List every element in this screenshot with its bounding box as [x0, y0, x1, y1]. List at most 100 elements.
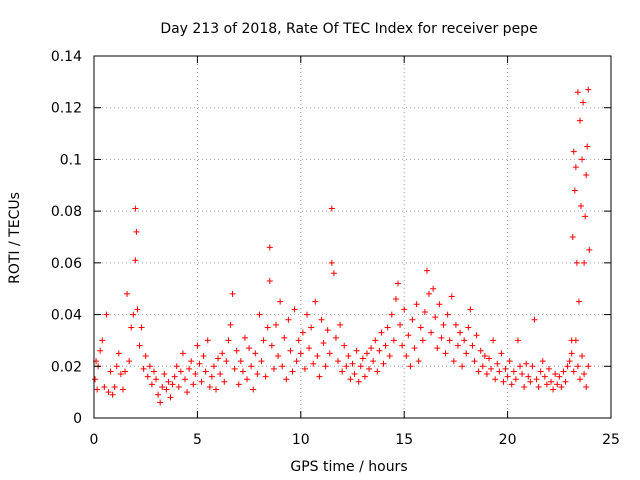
data-point [165, 378, 172, 385]
data-point [270, 365, 277, 372]
data-point [264, 324, 271, 331]
data-point [583, 383, 590, 390]
y-tick-label: 0.06 [51, 256, 82, 272]
data-point [101, 383, 108, 390]
data-point [575, 298, 582, 305]
data-point [126, 358, 133, 365]
data-point [479, 363, 486, 370]
data-point [281, 334, 288, 341]
data-point [569, 234, 576, 240]
data-point [514, 337, 521, 344]
data-point [210, 363, 217, 370]
x-tick-label: 0 [90, 432, 99, 448]
data-point [297, 350, 304, 357]
data-point [535, 383, 542, 390]
data-point [287, 347, 294, 354]
data-point [390, 337, 397, 344]
data-point [312, 298, 319, 305]
data-point [326, 350, 333, 357]
data-point [256, 311, 263, 318]
data-point [353, 347, 360, 354]
data-point [155, 391, 162, 398]
data-point [566, 358, 573, 365]
data-point [392, 296, 399, 303]
data-point [345, 352, 352, 359]
data-point [291, 306, 298, 313]
data-point [448, 293, 455, 300]
data-point [130, 311, 137, 318]
data-point [316, 373, 323, 380]
data-point [586, 246, 593, 253]
data-point [508, 381, 515, 388]
data-point [423, 267, 430, 274]
data-point [179, 350, 186, 357]
data-point [582, 213, 589, 220]
data-point [490, 337, 497, 344]
data-point [386, 352, 393, 359]
data-point [533, 376, 540, 383]
data-point [428, 329, 435, 336]
data-point [260, 337, 267, 344]
data-point [248, 363, 255, 370]
data-point [361, 373, 368, 380]
data-point [454, 342, 461, 349]
data-point [99, 337, 106, 344]
data-point [299, 329, 306, 336]
data-point [419, 337, 426, 344]
y-axis-label: ROTI / TECUs [7, 192, 23, 284]
y-tick-label: 0.02 [51, 359, 82, 375]
data-point [545, 365, 552, 372]
data-point [382, 342, 389, 349]
x-ticks: 0 5 10 15 20 25 [90, 56, 620, 448]
data-point [413, 301, 420, 308]
data-point [208, 373, 215, 380]
data-point [421, 308, 428, 315]
data-point [258, 358, 265, 365]
data-point [388, 311, 395, 318]
data-point [584, 143, 591, 150]
data-point [221, 378, 228, 385]
data-point [481, 352, 488, 359]
data-point [136, 342, 143, 349]
data-point [494, 360, 501, 367]
data-point [190, 381, 197, 388]
data-point [177, 368, 184, 375]
data-point [272, 321, 279, 328]
data-point [488, 365, 495, 372]
data-point [370, 358, 377, 365]
data-point [407, 363, 414, 370]
data-point [138, 324, 145, 331]
y-tick-label: 0 [73, 411, 82, 427]
x-tick-label: 15 [395, 432, 413, 448]
plot-frame [93, 55, 612, 419]
data-point [492, 376, 499, 383]
data-point [405, 332, 412, 339]
data-point [283, 376, 290, 383]
data-point [580, 99, 587, 106]
data-point [328, 259, 335, 266]
data-point [446, 337, 453, 344]
data-point [215, 355, 222, 362]
data-point [161, 371, 168, 378]
data-point [485, 355, 492, 362]
data-point [109, 391, 116, 398]
data-point [192, 371, 199, 378]
data-point [570, 148, 577, 155]
data-point [198, 378, 205, 385]
data-point [181, 376, 188, 383]
data-point [564, 363, 571, 370]
data-point [304, 311, 311, 318]
data-point [252, 350, 259, 357]
data-point [105, 389, 112, 396]
data-point [132, 205, 139, 212]
data-point [262, 373, 269, 380]
data-point [132, 257, 139, 264]
data-point [465, 324, 472, 331]
data-point [372, 337, 379, 344]
data-point [585, 86, 592, 93]
data-point [409, 316, 416, 323]
data-point [403, 352, 410, 359]
data-point [146, 363, 153, 370]
data-point [399, 342, 406, 349]
data-point [380, 360, 387, 367]
